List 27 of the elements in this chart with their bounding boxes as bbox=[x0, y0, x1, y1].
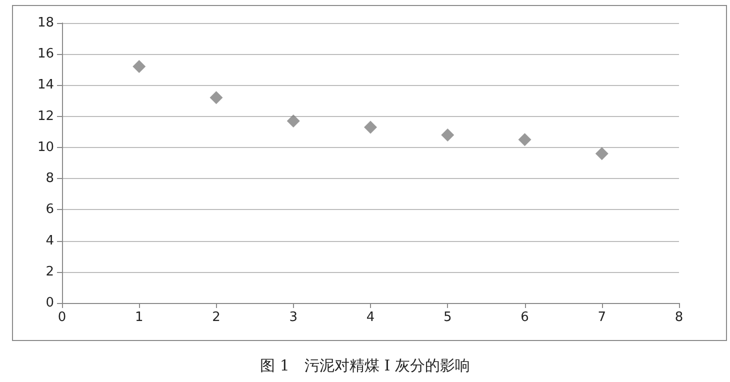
point bbox=[210, 91, 223, 104]
y-tick-label: 4 bbox=[46, 233, 54, 248]
point bbox=[518, 133, 532, 146]
y-tick-label: 16 bbox=[37, 46, 54, 62]
point bbox=[132, 60, 146, 74]
y-tick-label: 10 bbox=[37, 140, 54, 155]
y-tick-label: 12 bbox=[37, 108, 54, 124]
x-tick-label: 5 bbox=[443, 310, 452, 325]
text: 图 1 污泥对精煤 I 灰分的影响 bbox=[260, 356, 470, 374]
y-tick-label: 2 bbox=[46, 264, 54, 280]
point bbox=[364, 120, 377, 134]
y-tick-label: 6 bbox=[46, 202, 54, 218]
point bbox=[286, 114, 300, 128]
y-tick-label: 0 bbox=[46, 296, 54, 310]
x-tick-label: 7 bbox=[598, 310, 606, 325]
y-tick-label: 14 bbox=[37, 78, 54, 93]
x-tick-label: 2 bbox=[212, 310, 220, 325]
x-tick-label: 8 bbox=[674, 310, 684, 325]
y-tick-label: 8 bbox=[46, 171, 54, 186]
point bbox=[595, 147, 608, 160]
x-tick-label: 4 bbox=[366, 310, 375, 325]
x-tick-label: 0 bbox=[58, 310, 66, 325]
x-tick-label: 3 bbox=[289, 310, 298, 325]
x-tick-label: 1 bbox=[134, 310, 144, 325]
point bbox=[441, 128, 454, 142]
y-tick-label: 18 bbox=[37, 16, 54, 30]
x-tick-label: 6 bbox=[520, 310, 529, 325]
